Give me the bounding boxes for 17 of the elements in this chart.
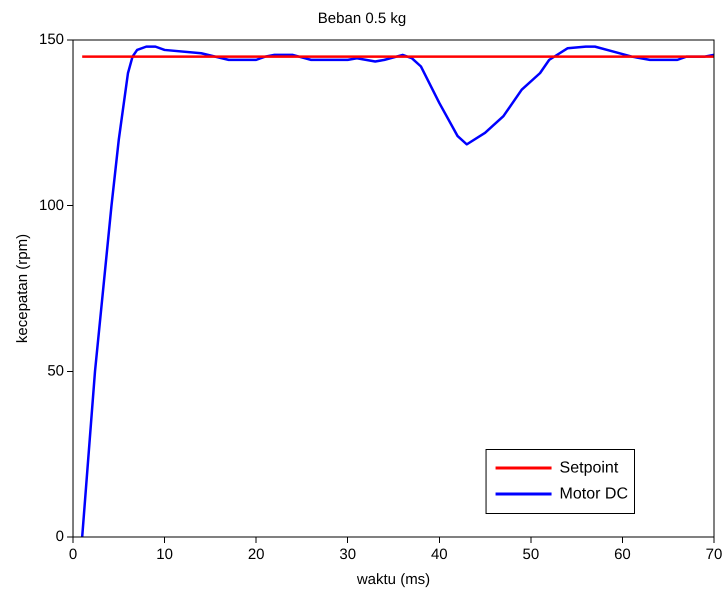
x-tick-label: 50 xyxy=(522,546,540,564)
x-tick-label: 60 xyxy=(614,546,631,564)
y-axis-title: kecepatan (rpm) xyxy=(14,234,32,344)
chart-title: Beban 0.5 kg xyxy=(318,10,406,28)
x-axis-title: waktu (ms) xyxy=(356,571,430,588)
x-tick-label: 10 xyxy=(156,546,173,564)
x-tick-label: 40 xyxy=(430,546,448,564)
y-tick-label: 50 xyxy=(47,362,64,380)
y-tick-label: 150 xyxy=(38,31,64,48)
x-tick-label: 70 xyxy=(706,546,722,564)
x-tick-label: 20 xyxy=(248,546,265,564)
y-tick-label: 100 xyxy=(38,196,64,214)
legend-label: Motor DC xyxy=(560,485,628,502)
legend-label: Setpoint xyxy=(560,459,619,476)
y-tick-label: 0 xyxy=(56,528,64,546)
x-tick-label: 0 xyxy=(68,546,78,564)
x-tick-label: 30 xyxy=(339,546,356,564)
